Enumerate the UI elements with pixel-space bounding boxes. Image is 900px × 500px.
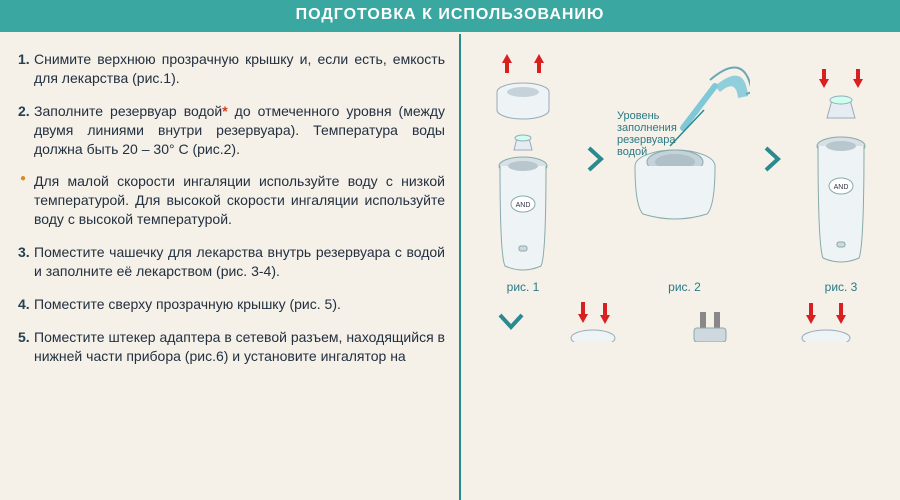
device-fig3-icon: AND <box>796 46 886 276</box>
figure-1: AND рис. 1 <box>473 46 573 294</box>
figures-column: Уровень заполнения резервуара водой <box>459 32 900 498</box>
step-number: 4. <box>18 295 30 314</box>
step-3: 3. Поместите чашечку для лекарства внутр… <box>18 243 445 281</box>
instruction-list-cont: 3. Поместите чашечку для лекарства внутр… <box>18 243 445 365</box>
device-fig-partial-icon <box>563 302 653 342</box>
instructions-column: 1. Снимите верхнюю прозрачную крышку и, … <box>0 32 459 498</box>
device-fig1-icon: AND <box>473 46 573 276</box>
step-5: 5. Поместите штекер адаптера в сетевой р… <box>18 328 445 366</box>
figure-row-1: AND рис. 1 <box>473 46 886 294</box>
figure-3: AND рис. 3 <box>796 46 886 294</box>
step-number: 2. <box>18 102 30 121</box>
chevron-down-icon <box>498 313 524 331</box>
chevron-icon <box>587 146 605 172</box>
figure-row-2-partial <box>473 302 886 342</box>
figure-caption: рис. 1 <box>507 280 540 294</box>
step-text: Заполните резервуар водой <box>34 103 222 119</box>
step-2: 2. Заполните резервуар водой* до отмечен… <box>18 102 445 159</box>
step-1: 1. Снимите верхнюю прозрачную крышку и, … <box>18 50 445 88</box>
step-text: Снимите верхнюю прозрачную крышку и, есл… <box>34 51 445 86</box>
header-bar: ПОДГОТОВКА К ИСПОЛЬЗОВАНИЮ <box>0 0 900 32</box>
figure-caption: рис. 3 <box>825 280 858 294</box>
page-body: 1. Снимите верхнюю прозрачную крышку и, … <box>0 32 900 498</box>
step-text: Поместите сверху прозрачную крышку (рис.… <box>34 296 341 312</box>
step-number: 1. <box>18 50 30 69</box>
device-fig-partial-icon <box>781 302 871 342</box>
svg-text:AND: AND <box>516 202 531 209</box>
chevron-icon <box>764 146 782 172</box>
device-fig2-icon <box>620 46 750 276</box>
figure-2: рис. 2 <box>620 46 750 294</box>
plug-partial-icon <box>682 302 752 342</box>
step-text: Поместите штекер адаптера в сетевой разъ… <box>34 329 445 364</box>
instruction-list: 1. Снимите верхнюю прозрачную крышку и, … <box>18 50 445 158</box>
figure-caption: рис. 2 <box>668 280 701 294</box>
step-4: 4. Поместите сверху прозрачную крышку (р… <box>18 295 445 314</box>
fill-level-note: Уровень заполнения резервуара водой <box>617 110 697 158</box>
svg-text:AND: AND <box>834 184 849 191</box>
header-title: ПОДГОТОВКА К ИСПОЛЬЗОВАНИЮ <box>296 6 605 23</box>
step-text: Поместите чашечку для лекарства внутрь р… <box>34 244 445 279</box>
step-number: 5. <box>18 328 30 347</box>
hint-bullet: Для малой скорости ингаляции используйте… <box>18 172 445 229</box>
step-number: 3. <box>18 243 30 262</box>
hint-text: Для малой скорости ингаляции используйте… <box>34 173 445 227</box>
